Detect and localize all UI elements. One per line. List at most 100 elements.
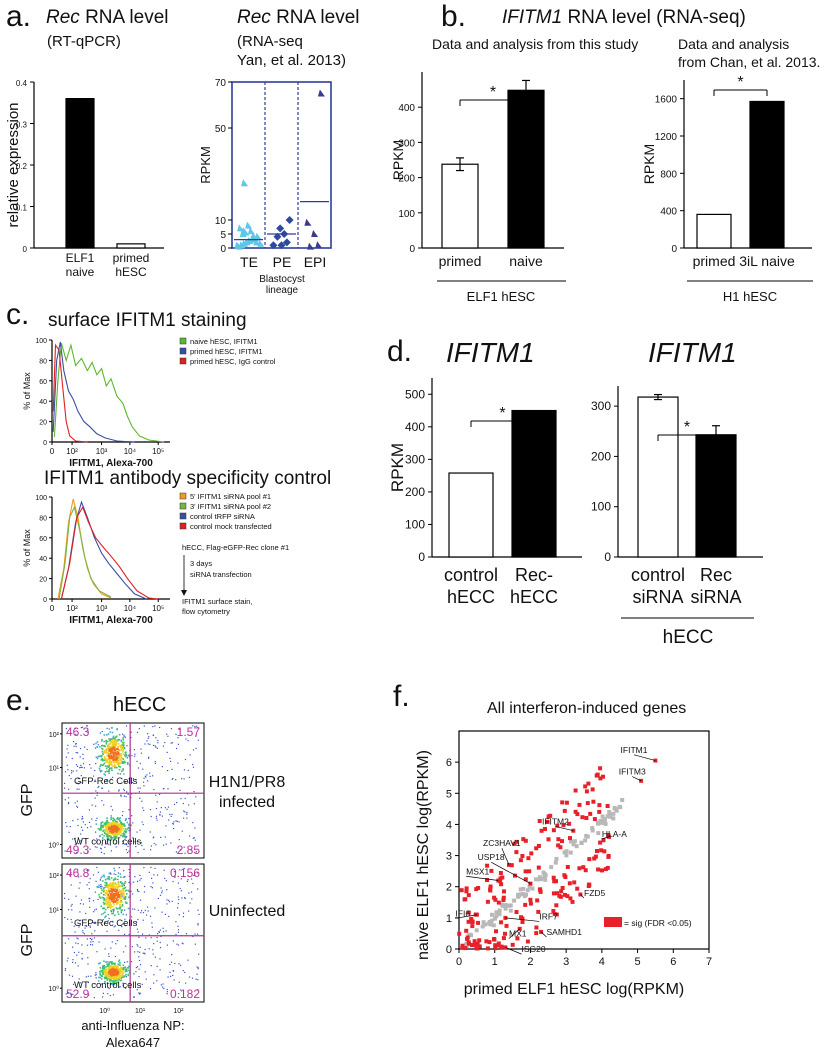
- c-bottom-legend-swatch-2: [179, 512, 187, 520]
- e-bottom-cluster-0: [120, 885, 122, 887]
- e-bottom-event: [198, 953, 200, 955]
- e-bottom-cluster-0: [124, 898, 126, 901]
- e-bottom-cluster-1: [111, 972, 114, 974]
- e-bottom-event: [163, 987, 165, 990]
- f-point-sig: [488, 884, 493, 889]
- b-right-xtick-label-0: primed: [693, 253, 736, 269]
- e-bottom-cluster-1: [105, 976, 108, 979]
- e-bottom-event: [138, 936, 140, 938]
- a-right-ylabel: RPKM: [198, 146, 213, 184]
- e-bottom-event: [141, 983, 143, 985]
- e-top-event: [81, 818, 83, 820]
- e-bottom-cluster-1: [113, 963, 116, 966]
- c-bottom-legend-label-0: 5' IFITM1 siRNA pool #1: [190, 492, 271, 501]
- c-top-ytick-label: 60: [39, 379, 47, 386]
- a-right-point-TE: [245, 221, 253, 229]
- f-gene-leader-MX1: [508, 928, 520, 939]
- e-bottom-event: [151, 922, 153, 924]
- e-bottom-event: [154, 956, 156, 958]
- f-gene-label-MSX1: MSX1: [466, 866, 489, 876]
- a-right-xtick-label-1: PE: [273, 254, 292, 270]
- e-top-cluster-1: [115, 824, 117, 826]
- e-bottom-event: [102, 996, 104, 998]
- e-bottom-event: [165, 880, 167, 882]
- e-top-cluster-1: [117, 818, 120, 821]
- e-bottom-event: [114, 955, 116, 958]
- e-top-cluster-0: [111, 731, 114, 734]
- e-bottom-cluster-1: [103, 970, 105, 972]
- a-left-ytick-label: 0: [23, 245, 28, 254]
- d-right-ytick-label: 100: [591, 500, 611, 514]
- f-point-nonsig: [618, 805, 623, 810]
- e-bottom-event: [177, 929, 180, 931]
- e-bottom-event: [128, 891, 130, 893]
- f-point-nonsig: [491, 923, 496, 928]
- f-point-sig: [586, 781, 591, 786]
- f-point-sig: [560, 800, 565, 805]
- a-right-xlabel: Blastocyst lineage: [259, 274, 305, 296]
- e-bottom-event: [71, 903, 73, 906]
- f-point-sig: [560, 839, 564, 844]
- e-top-event: [68, 831, 70, 833]
- e-bottom-event: [150, 886, 152, 888]
- e-bottom-cluster-1: [117, 981, 119, 984]
- e-top-cluster-1: [118, 831, 120, 834]
- e-bottom-cluster-1: [113, 978, 116, 981]
- c-top-xtick-label: 10³: [96, 447, 108, 456]
- b-left-bar-1: [507, 89, 545, 249]
- e-bottom-cluster-1: [110, 974, 112, 977]
- e-top-event: [162, 745, 165, 747]
- e-bottom-event: [122, 984, 124, 986]
- c-workflow-arrowhead: [181, 590, 187, 596]
- e-top-event: [72, 820, 74, 822]
- e-top-event: [116, 729, 118, 731]
- f-point-sig: [476, 920, 480, 925]
- e-top-cluster-0: [109, 739, 111, 742]
- e-bottom-event: [70, 918, 72, 921]
- e-bottom-event: [77, 938, 79, 940]
- e-top-event: [76, 800, 78, 802]
- a-right-point-TE: [257, 239, 265, 247]
- e-bottom-event: [135, 921, 138, 923]
- f-point-sig: [510, 942, 515, 947]
- e-bottom-cluster-0: [107, 897, 109, 900]
- e-bottom-cluster-0: [108, 905, 110, 908]
- e-bottom-cluster-0: [103, 886, 106, 889]
- e-bottom-cluster-0: [114, 888, 116, 891]
- b-right-note-1: Data and analysis: [678, 36, 790, 52]
- e-bottom-event: [164, 913, 166, 915]
- e-top-cluster-0: [101, 758, 104, 760]
- e-bottom-cluster-1: [116, 978, 118, 980]
- a-right-ytick-label: 50: [215, 124, 227, 135]
- e-top-event: [122, 733, 124, 735]
- e-top-event: [100, 771, 102, 773]
- f-point-sig: [552, 879, 557, 884]
- e-bottom-event: [168, 915, 170, 918]
- a-right-point-EPI: [315, 241, 323, 249]
- f-legend-swatch: [604, 917, 622, 927]
- f-point-sig: [534, 925, 539, 930]
- e-bottom-cluster-0: [122, 876, 125, 879]
- e-top-cluster-0: [98, 767, 101, 770]
- f-point-sig: [528, 897, 533, 902]
- e-bottom-event: [174, 876, 176, 878]
- e-bottom-cluster-0: [130, 890, 132, 893]
- a-left-ylabel: relative expression: [5, 102, 22, 227]
- e-bottom-cluster-0: [118, 891, 121, 893]
- e-top-event: [94, 769, 96, 772]
- e-top-cluster-0: [104, 765, 107, 768]
- e-top-event: [139, 787, 141, 789]
- b-right-ytick-label: 800: [660, 169, 677, 180]
- e-bottom-cluster-1: [117, 977, 119, 979]
- e-top-event: [117, 837, 119, 839]
- c-bottom-legend-label-3: control mock transfected: [190, 522, 272, 531]
- e-top-cluster-1: [106, 835, 108, 838]
- e-bottom-cluster-0: [122, 889, 125, 892]
- e-top-event: [142, 823, 144, 826]
- e-bottom-cluster-1: [122, 964, 125, 967]
- e-top-event: [86, 748, 88, 751]
- e-top-cluster-0: [117, 739, 120, 741]
- e-top-event: [111, 769, 113, 772]
- f-gene-leader-IFITM2: [555, 826, 574, 831]
- f-point-sig: [457, 931, 462, 936]
